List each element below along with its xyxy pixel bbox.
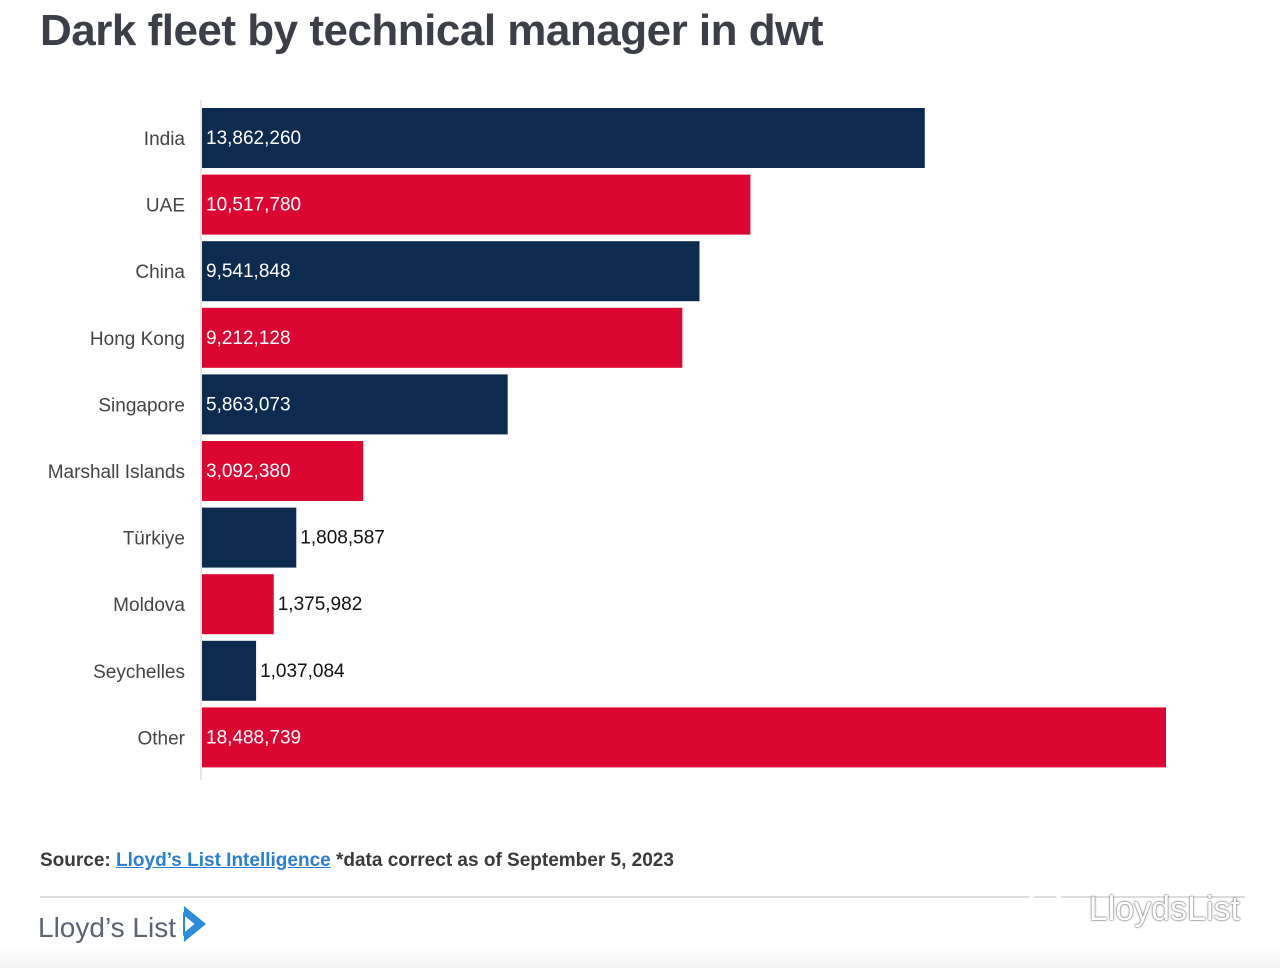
bar (202, 108, 925, 168)
category-label: Türkiye (123, 529, 185, 550)
value-label: 9,212,128 (206, 328, 291, 349)
bar (202, 374, 508, 435)
source-link[interactable]: Lloyd’s List Intelligence (116, 850, 331, 871)
bars-layer: India 13,862,260 UAE 10,517,780 China 9,541,8… (48, 108, 1166, 768)
source-prefix: Source: (40, 850, 111, 871)
bar (202, 241, 700, 302)
bar (202, 507, 297, 568)
bar-chart: India 13,862,260 UAE 10,517,780 China 9,541,8… (48, 100, 1166, 780)
bar (202, 441, 364, 501)
value-label: 9,541,848 (206, 261, 291, 282)
value-label: 1,037,084 (260, 661, 345, 682)
footer-divider (40, 896, 1245, 898)
category-label: Marshall Islands (48, 462, 185, 483)
category-label: China (135, 262, 185, 283)
value-label: 18,488,739 (206, 727, 301, 748)
category-label: Hong Kong (90, 329, 185, 350)
value-label: 1,375,982 (278, 594, 363, 615)
watermark: LloydsList (1023, 888, 1240, 930)
bar (202, 174, 751, 235)
bar (202, 307, 683, 368)
value-label: 3,092,380 (206, 461, 291, 482)
brand-name: Lloyd’s List (38, 912, 177, 943)
value-label: 1,808,587 (300, 528, 385, 549)
category-label: India (144, 129, 186, 150)
category-label: UAE (146, 196, 185, 217)
chart-title: Dark fleet by technical manager in dwt (40, 6, 824, 55)
bar (202, 574, 274, 635)
source-date-note: *data correct as of September 5, 2023 (335, 850, 674, 871)
source-note: Source: Lloyd’s List Intelligence *data … (40, 850, 674, 872)
bar (202, 640, 257, 701)
category-label: Moldova (113, 595, 185, 616)
bar (202, 707, 1166, 768)
category-label: Other (137, 728, 185, 749)
category-label: Singapore (98, 395, 185, 416)
brand-logo: Lloyd’s List (38, 904, 210, 944)
value-label: 5,863,073 (206, 394, 291, 415)
brand-play-icon (183, 906, 207, 942)
watermark-text: LloydsList (1088, 889, 1240, 928)
value-label: 13,862,260 (206, 128, 301, 149)
category-label: Seychelles (93, 662, 185, 683)
bottom-edge (0, 948, 1280, 968)
chat-bubbles-icon (1025, 890, 1078, 928)
value-label: 10,517,780 (206, 195, 301, 216)
